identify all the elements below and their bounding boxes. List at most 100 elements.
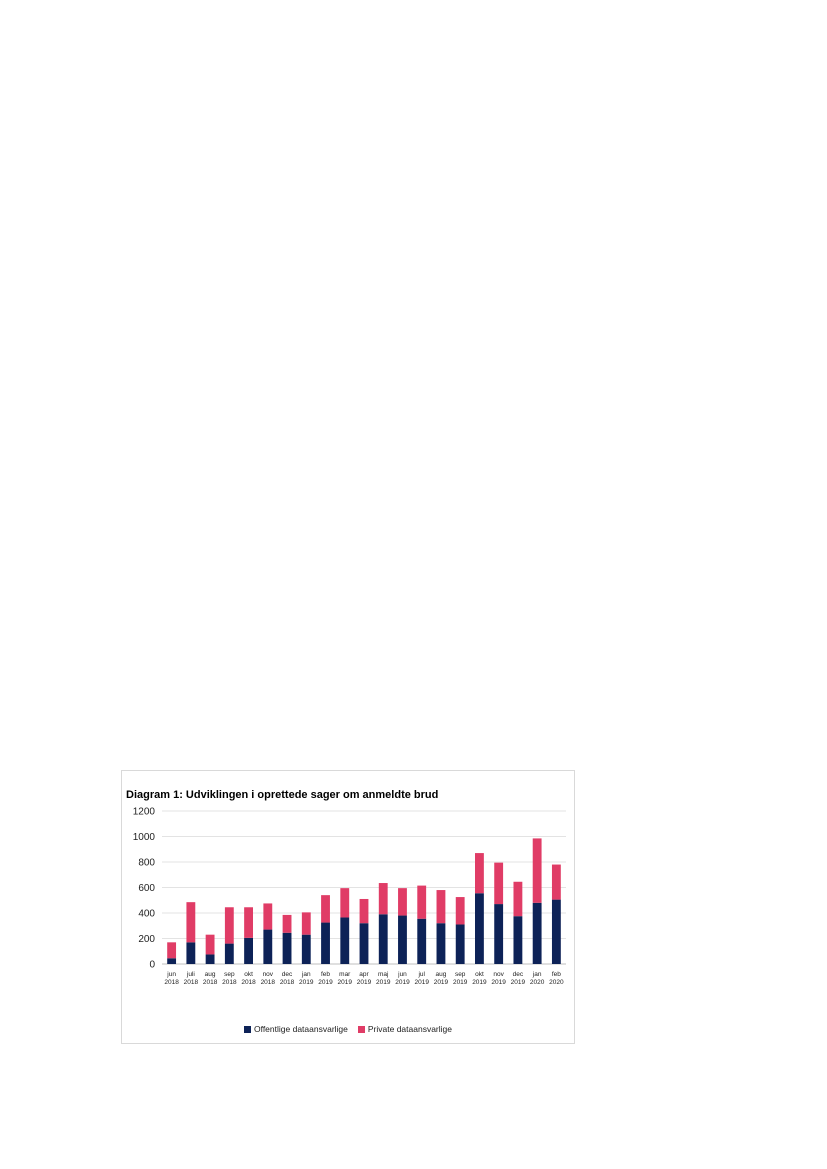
x-tick-label-line: apr [359,971,369,978]
x-tick-label: aug 2019 [434,971,449,986]
x-tick-label-line: jun [166,971,176,978]
x-tick-label: feb 2020 [549,971,564,986]
bar-offentlige [186,942,196,964]
bar-offentlige [359,923,369,964]
x-tick-label: juli 2018 [184,971,199,986]
x-tick-label: apr 2019 [357,971,372,986]
legend-swatch [244,1026,251,1033]
bar-private [551,864,561,900]
x-tick-label: dec 2018 [280,971,295,986]
x-tick-label: nov 2019 [491,971,506,986]
x-tick-label-line: 2018 [222,979,237,986]
x-tick-label: okt 2019 [472,971,487,986]
bar-private [340,888,350,918]
y-tick-label: 400 [138,909,155,920]
bar-private [186,902,196,943]
x-tick-label-line: 2018 [280,979,295,986]
x-tick-label: sep 2018 [222,971,237,986]
x-tick-label-line: nov [493,971,504,978]
bar-offentlige [340,917,350,964]
bar-offentlige [205,954,215,964]
x-tick-label-line: 2018 [261,979,276,986]
x-tick-label-line: 2019 [299,979,314,986]
bar-offentlige [455,924,465,964]
x-tick-label-line: dec [282,971,293,978]
x-tick-label-line: 2020 [549,979,564,986]
x-tick-label-line: aug [436,971,447,978]
bar-private [417,885,427,919]
x-tick-label-line: 2019 [318,979,333,986]
bar-private [378,883,388,915]
x-tick-label-line: 2018 [203,979,218,986]
x-tick-label: jul 2019 [414,971,429,986]
bar-offentlige [417,918,427,964]
x-tick-label-line: sep [224,971,235,978]
x-tick-label: sep 2019 [453,971,468,986]
x-tick-label-line: 2019 [414,979,429,986]
chart-legend: Offentlige dataansvarlige Private dataans… [122,1024,574,1034]
bar-offentlige [167,958,177,964]
legend-swatch [357,1026,365,1033]
bar-private [167,942,177,959]
y-tick-label: 800 [138,858,155,869]
y-tick-label: 1000 [133,832,156,843]
bar-offentlige [378,914,388,964]
legend-item: Private dataansvarlige [357,1024,452,1034]
x-tick-label: jan 2019 [299,971,314,986]
x-tick-label-line: juli [186,971,195,978]
bar-offentlige [532,902,542,964]
y-tick-label: 1200 [133,807,156,818]
x-tick-label: dec 2019 [511,971,526,986]
legend-label: Private dataansvarlige [367,1024,452,1034]
x-tick-label-line: 2019 [338,979,353,986]
bar-offentlige [494,904,504,964]
x-tick-label: aug 2018 [203,971,218,986]
chart-title: Diagram 1: Udviklingen i oprettede sager… [126,789,439,801]
x-tick-label-line: 2019 [453,979,468,986]
x-tick-label-line: 2019 [491,979,506,986]
x-tick-label-line: 2019 [511,979,526,986]
bar-private [398,888,407,916]
x-tick-label-line: jun [397,971,407,978]
x-tick-label-line: jan [301,971,311,978]
bar-private [513,881,523,917]
bar-private [494,862,504,905]
x-tick-label-line: okt [475,971,484,978]
bar-private [263,903,273,930]
bar-private [301,912,311,935]
bar-private [475,853,484,894]
bar-private [244,907,253,938]
x-tick-label-line: nov [263,971,274,978]
x-tick-label-line: 2019 [434,979,449,986]
bar-offentlige [282,932,292,964]
bar-private [205,934,215,955]
bar-private [359,898,369,924]
x-tick-label: jan 2020 [530,971,545,986]
bar-offentlige [513,916,523,964]
x-tick-label-line: 2018 [164,979,179,986]
y-tick-label: 200 [138,934,155,945]
bar-offentlige [263,929,273,964]
bar-offentlige [301,934,311,964]
x-tick-label: feb 2019 [318,971,333,986]
legend-label: Offentlige dataansvarlige [254,1024,348,1034]
x-tick-label-line: 2020 [530,979,545,986]
x-tick-label-line: 2018 [241,979,256,986]
legend-item: Offentlige dataansvarlige [244,1024,348,1034]
x-tick-label: nov 2018 [261,971,276,986]
chart-figure: Diagram 1: Udviklingen i oprettede sager… [121,770,575,1044]
bar-offentlige [224,943,234,964]
bar-offentlige [475,893,484,964]
x-tick-label-line: mar [339,971,351,978]
bar-private [224,907,234,944]
bar-private [321,895,330,923]
y-tick-label: 0 [149,960,155,971]
x-tick-label-line: feb [321,971,330,978]
x-tick-label-line: sep [455,971,466,978]
x-tick-label-line: 2019 [472,979,487,986]
bar-offentlige [244,937,253,964]
y-tick-label: 600 [138,883,155,894]
bar-offentlige [321,922,330,964]
bar-offentlige [398,915,407,964]
